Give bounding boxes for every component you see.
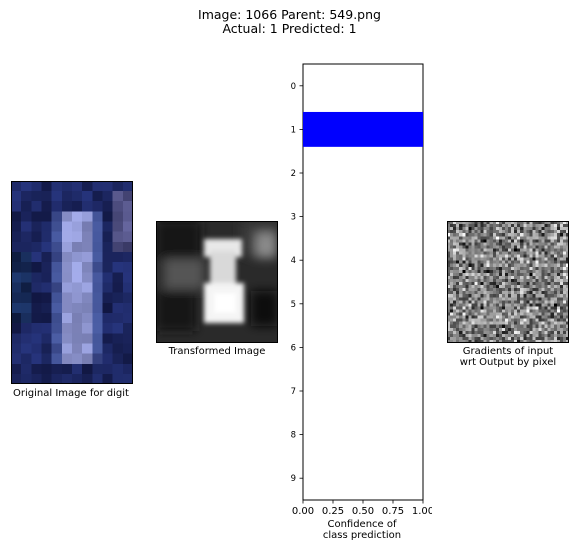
chart-xlabel-line-1: Confidence of (327, 519, 397, 530)
y-tick-label: 6 (291, 343, 296, 353)
y-tick-label: 4 (291, 256, 296, 266)
x-tick-label: 0.25 (322, 506, 344, 517)
y-tick-label: 0 (291, 82, 296, 92)
x-tick-label: 0.75 (382, 506, 404, 517)
y-tick-label: 3 (291, 213, 296, 223)
x-tick-label: 1.00 (412, 506, 432, 517)
bar-class-1 (303, 111, 423, 147)
original-image (11, 180, 133, 385)
gradients-image (447, 221, 569, 343)
gradients-caption-line-1: Gradients of input (462, 346, 554, 357)
y-tick-label: 2 (291, 169, 296, 179)
y-tick-label: 7 (291, 387, 296, 397)
transformed-image-caption: Transformed Image (168, 346, 266, 357)
original-image-caption: Original Image for digit (13, 388, 129, 399)
y-tick-label: 1 (291, 125, 296, 135)
y-tick-label: 8 (291, 431, 296, 441)
transformed-image (156, 221, 278, 343)
x-tick-label: 0.50 (352, 506, 374, 517)
confidence-bar-chart: 0 1 2 3 4 5 6 7 8 9 0.00 0.25 0.50 0.75 1.00 (291, 63, 432, 517)
figure-title-line-2: Actual: 1 Predicted: 1 (222, 21, 357, 36)
gradients-caption-line-2: wrt Output by pixel (459, 357, 557, 368)
figure-title-line-1: Image: 1066 Parent: 549.png (198, 7, 381, 22)
x-tick-label: 0.00 (292, 506, 314, 517)
y-tick-label: 5 (291, 300, 296, 310)
chart-xlabel-line-2: class prediction (322, 530, 402, 541)
y-tick-label: 9 (291, 474, 296, 484)
